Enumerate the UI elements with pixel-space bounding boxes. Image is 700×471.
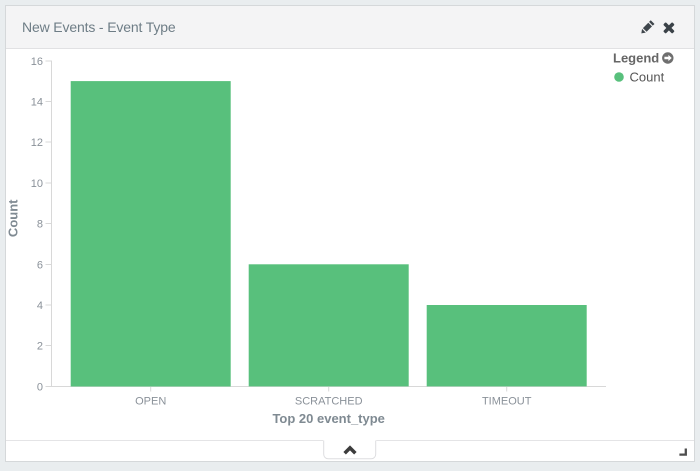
svg-text:8: 8 [37, 219, 43, 231]
svg-text:Count: Count [6, 199, 21, 237]
svg-text:New Events - Event Type: New Events - Event Type [22, 19, 176, 35]
svg-text:4: 4 [37, 300, 43, 312]
svg-text:10: 10 [31, 178, 43, 190]
svg-text:Count: Count [630, 70, 665, 85]
svg-text:16: 16 [31, 56, 43, 68]
svg-text:Legend: Legend [613, 51, 659, 66]
svg-text:0: 0 [37, 381, 43, 393]
svg-text:Top 20 event_type: Top 20 event_type [272, 411, 384, 426]
svg-text:OPEN: OPEN [135, 395, 166, 407]
svg-text:TIMEOUT: TIMEOUT [482, 395, 532, 407]
svg-text:6: 6 [37, 259, 43, 271]
svg-text:SCRATCHED: SCRATCHED [295, 395, 363, 407]
svg-text:2: 2 [37, 341, 43, 353]
svg-text:12: 12 [31, 137, 43, 149]
svg-text:14: 14 [31, 97, 43, 109]
